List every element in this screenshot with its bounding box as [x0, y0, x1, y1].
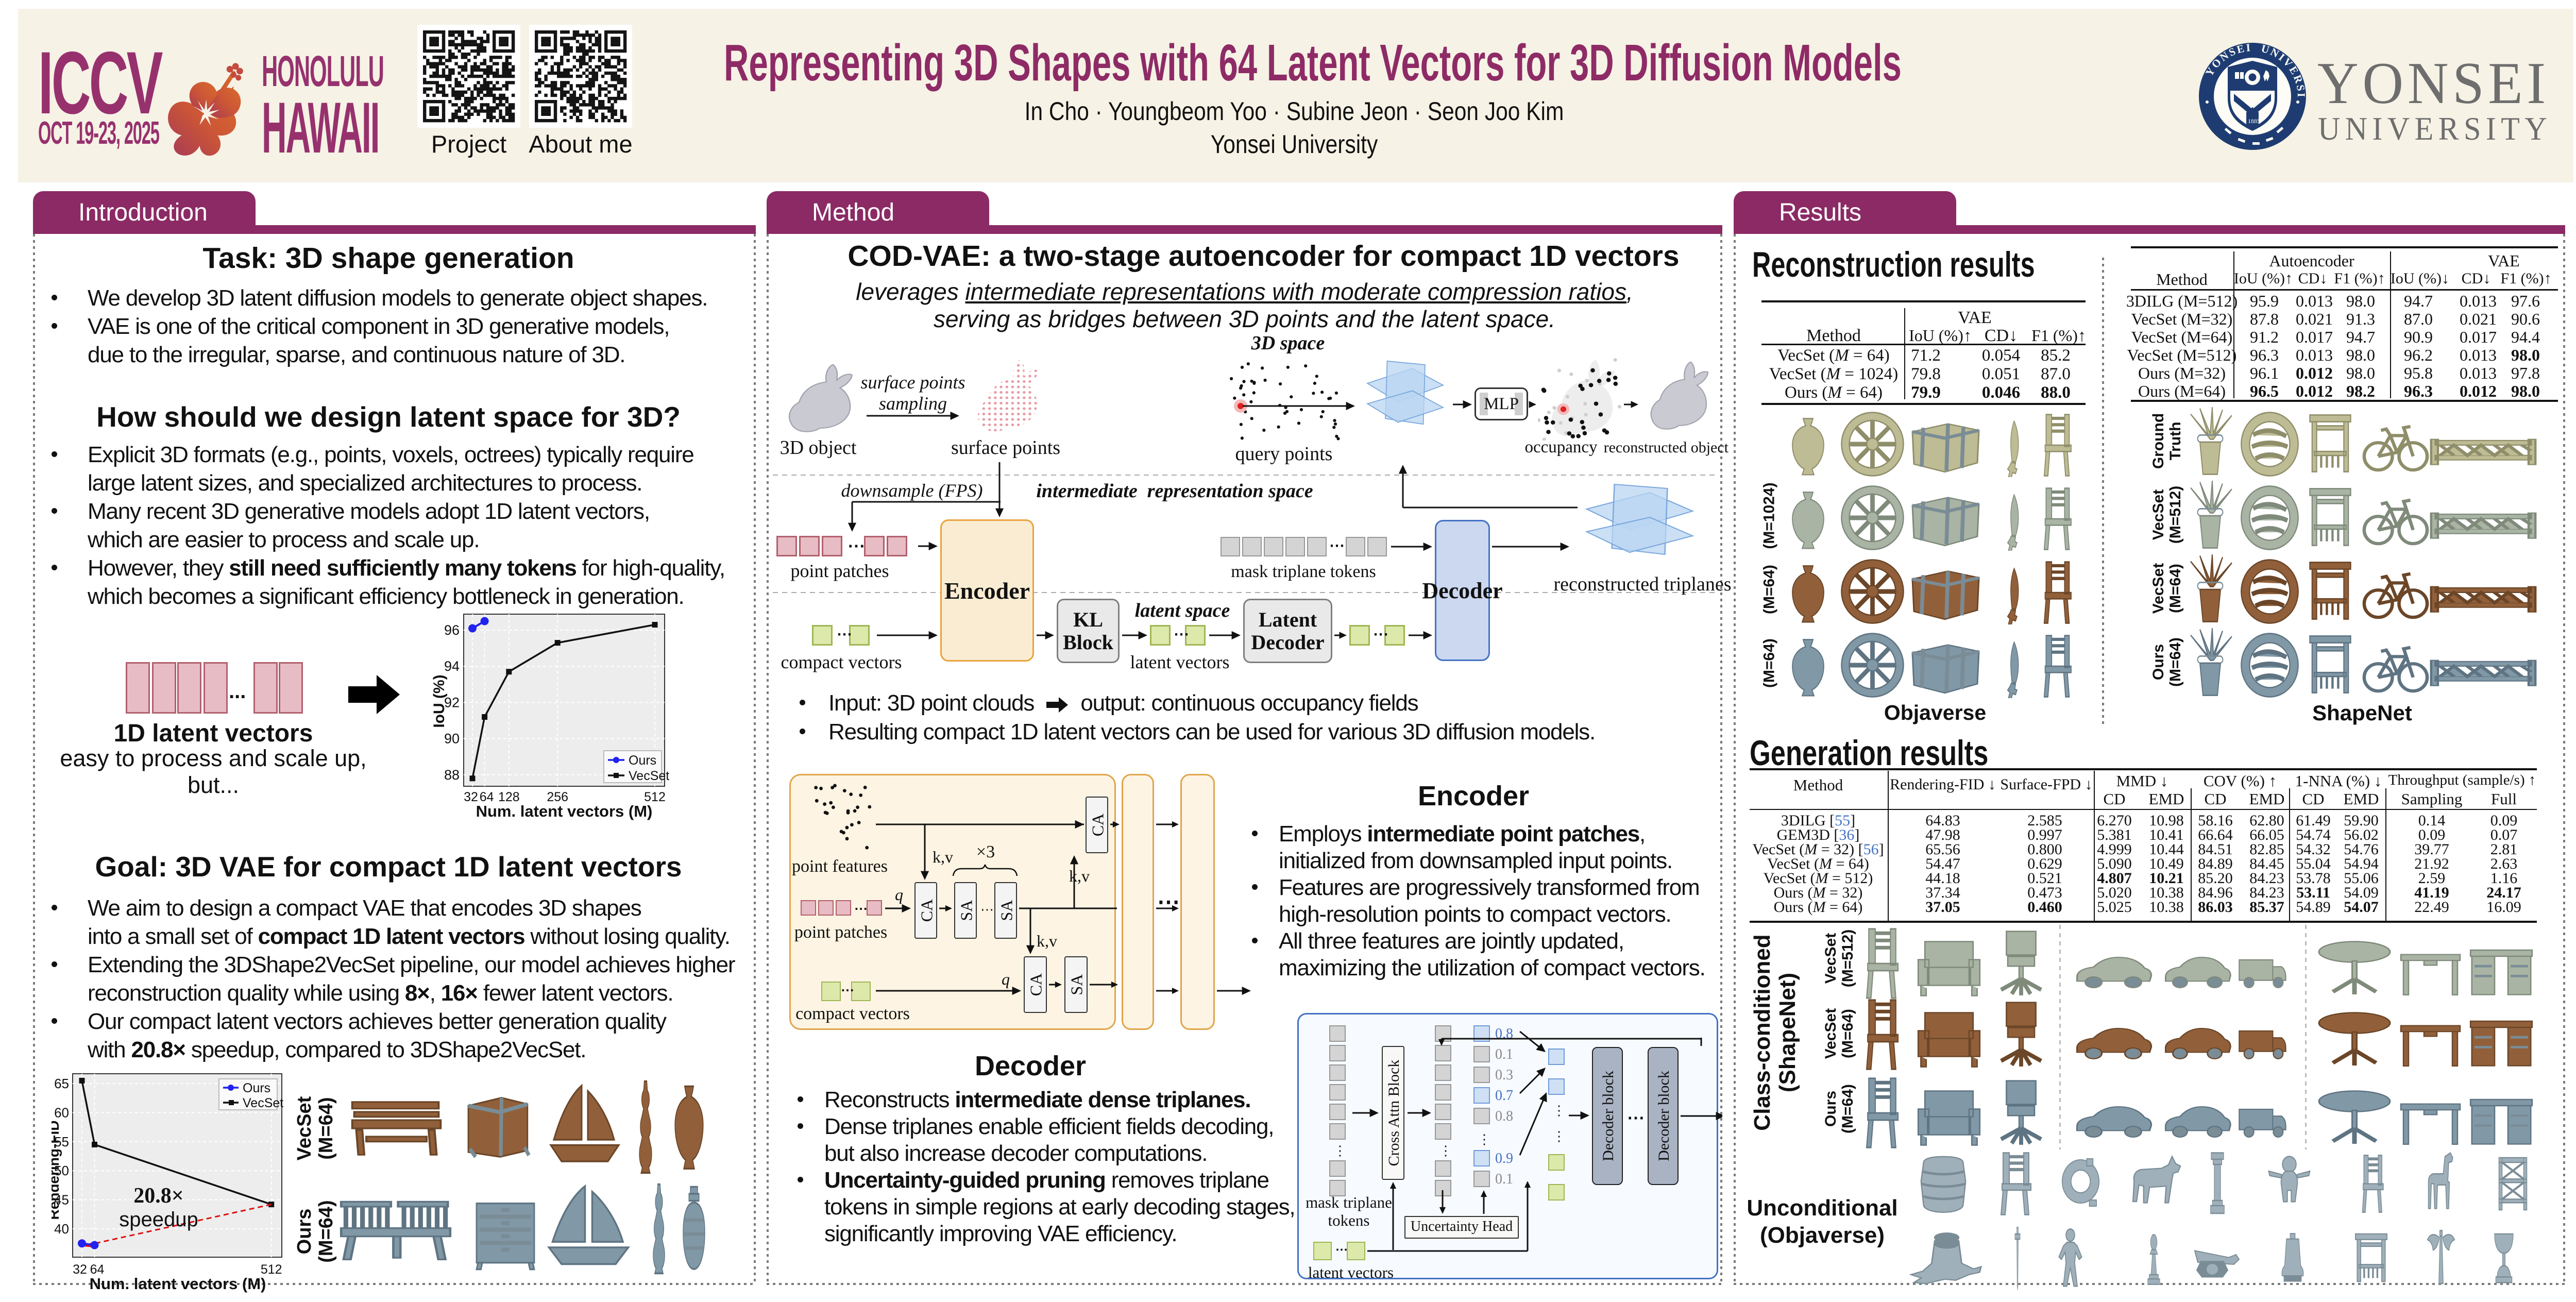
svg-text:90: 90: [444, 731, 460, 747]
svg-text:512: 512: [644, 790, 666, 804]
svg-text:96: 96: [444, 622, 460, 638]
svg-text:Ours: Ours: [243, 1081, 270, 1095]
svg-text:1885: 1885: [2248, 117, 2260, 125]
svg-text:VecSet: VecSet: [629, 769, 669, 783]
svg-text:512: 512: [261, 1262, 282, 1277]
svg-text:32: 32: [464, 790, 478, 804]
svg-text:65: 65: [54, 1076, 69, 1091]
svg-text:45: 45: [54, 1192, 69, 1208]
svg-text:88: 88: [444, 767, 460, 783]
svg-text:92: 92: [444, 695, 460, 710]
svg-text:256: 256: [547, 790, 568, 804]
svg-text:32: 32: [73, 1262, 87, 1277]
svg-text:64: 64: [90, 1262, 105, 1277]
svg-text:64: 64: [480, 790, 494, 804]
svg-text:40: 40: [54, 1221, 69, 1237]
svg-text:128: 128: [498, 790, 520, 804]
svg-text:Num. latent vectors (M): Num. latent vectors (M): [476, 802, 653, 820]
svg-text:VecSet: VecSet: [243, 1096, 283, 1110]
svg-text:94: 94: [444, 658, 460, 674]
svg-text:50: 50: [54, 1163, 69, 1178]
svg-text:60: 60: [54, 1105, 69, 1120]
svg-text:speedup: speedup: [119, 1208, 198, 1231]
svg-text:Rendering-FID: Rendering-FID: [52, 1121, 62, 1220]
svg-text:20.8×: 20.8×: [133, 1184, 183, 1208]
svg-text:Ours: Ours: [629, 753, 656, 768]
svg-text:55: 55: [54, 1134, 69, 1149]
svg-text:IoU (%): IoU (%): [433, 674, 448, 728]
svg-text:Num. latent vectors (M): Num. latent vectors (M): [90, 1275, 266, 1293]
